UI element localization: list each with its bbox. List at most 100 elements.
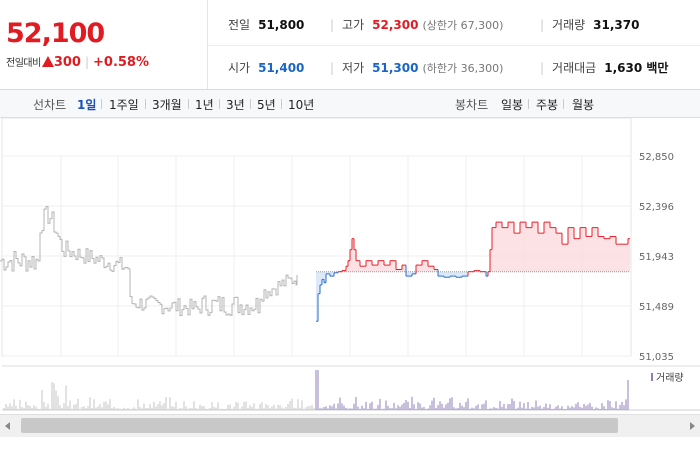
stat-prev-close: 전일 51,800 [228,16,304,33]
down-fill [412,271,416,274]
tab-weekly-candle[interactable]: 주봉 [536,98,559,112]
up-fill [514,233,520,272]
up-fill [492,227,496,272]
up-fill [354,249,356,272]
volume-legend-swatch [651,373,653,381]
stat-low: | 저가 51,300 (하한가 36,300) [330,59,503,76]
current-price: 52,100 [6,18,105,49]
tab-divider [528,99,529,109]
up-fill [342,270,346,272]
up-fill [568,227,574,272]
tab-divider [145,99,146,109]
tab-10year[interactable]: 10년 [288,98,315,112]
up-fill [396,269,402,272]
up-fill [544,222,550,272]
up-fill [562,244,568,272]
up-fill [622,244,628,272]
scroll-thumb[interactable] [21,418,618,433]
up-fill [520,222,526,272]
tab-divider [563,99,564,109]
stat-amount: | 거래대금 1,630 백만 [540,59,668,76]
tab-monthly-candle[interactable]: 월봉 [572,98,595,112]
stat-volume: | 거래량 31,370 [540,16,639,33]
down-fill [444,271,450,278]
stat-high: | 고가 52,300 (상한가 67,300) [330,16,503,33]
stat-value: 31,370 [593,18,640,32]
down-fill [322,271,324,280]
up-fill [526,227,532,272]
tab-divider [188,99,189,109]
up-fill [366,260,372,272]
tab-3year[interactable]: 3년 [226,98,245,112]
down-fill [324,271,326,283]
up-fill [434,269,438,272]
up-fill [356,260,360,272]
up-fill [416,265,422,272]
up-fill [628,238,630,272]
up-fill [422,260,428,272]
up-fill [538,233,544,272]
up-fill [496,222,502,272]
quote-stats: 전일 51,800 | 고가 52,300 (상한가 67,300) | 거래량 31,37… [208,0,700,89]
down-fill [318,271,320,294]
tab-daily-candle[interactable]: 일봉 [501,98,524,112]
down-fill [330,271,334,277]
stat-divider: | [540,61,545,75]
up-fill [428,266,434,272]
stat-divider: | [540,18,545,32]
up-fill [550,227,556,272]
up-fill [384,265,390,272]
y-tick-label: 51,489 [639,302,674,313]
up-fill [604,238,610,272]
up-fill [502,227,508,272]
up-fill [350,249,352,272]
up-fill [372,265,378,272]
tab-divider [281,99,282,109]
change-percent: +0.58% [93,55,149,70]
down-fill [450,271,456,277]
tab-3month[interactable]: 3개월 [152,98,182,112]
intraday-chart: 52,850 52,396 51,943 51,489 51,035 거래량 [0,117,700,418]
stat-label: 고가 [342,18,365,32]
chart-tabs: 선차트 1일 1주일 3개월 1년 3년 5년 10년 봉차트 일봉 주봉 월봉 [0,90,700,118]
tab-1day[interactable]: 1일 [77,98,97,112]
up-fill [346,266,348,272]
up-fill [378,260,384,272]
down-fill [462,271,468,277]
tab-1year[interactable]: 1년 [195,98,214,112]
scroll-right-icon[interactable] [690,422,695,430]
down-fill [438,271,444,277]
stat-value: 1,630 백만 [604,61,669,75]
up-fill [616,244,622,272]
stats-divider [208,45,700,46]
chart-scrollbar[interactable] [0,414,700,437]
tab-divider [250,99,251,109]
change-value: 300 [53,55,81,70]
scroll-left-icon[interactable] [5,422,10,430]
stat-divider: | [330,18,335,32]
up-fill [574,238,580,272]
change-divider: | [84,55,89,69]
down-fill [326,271,330,274]
stat-label: 시가 [228,61,251,75]
up-fill [508,222,514,272]
line-chart-label: 선차트 [33,98,67,112]
up-fill [598,236,604,272]
stat-value: 52,300 [372,18,419,32]
tab-divider [219,99,220,109]
tab-1week[interactable]: 1주일 [109,98,139,112]
stat-label: 저가 [342,61,365,75]
stat-extra: (상한가 67,300) [422,19,504,32]
stat-open: 시가 51,400 [228,59,304,76]
quote-header: 52,100 전일대비 300 | +0.58% 전일 51,800 | 고가 52,300… [0,0,700,90]
stat-value: 51,800 [258,18,305,32]
candle-chart-label: 봉차트 [455,98,489,112]
stat-value: 51,300 [372,61,419,75]
up-fill [360,266,366,272]
up-fill [610,236,616,272]
tab-5year[interactable]: 5년 [257,98,276,112]
tab-divider [101,99,102,109]
up-fill [490,249,492,272]
up-fill [390,260,396,272]
chart-canvas: 52,850 52,396 51,943 51,489 51,035 거래량 [0,117,700,411]
